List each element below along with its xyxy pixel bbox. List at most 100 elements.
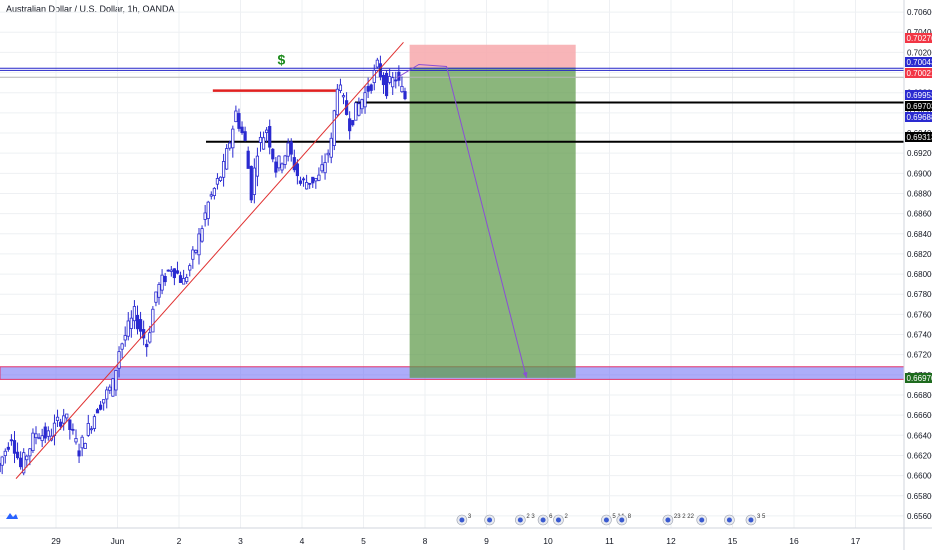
event-flag-icon [619, 517, 625, 523]
trendline [15, 41, 404, 479]
candle-body [403, 91, 407, 100]
candle-body [332, 110, 336, 146]
candle-body [166, 269, 170, 272]
candle-body [323, 162, 327, 174]
x-tick-label: 29 [51, 536, 61, 546]
candle-body [363, 92, 367, 108]
candle-body [169, 269, 173, 272]
candle-body [129, 317, 133, 329]
chart-title: Australian Dollar / U.S. Dollar, 1h, OAN… [6, 4, 175, 14]
candle-body [178, 275, 183, 283]
candle-body [105, 389, 109, 400]
price-label-bg [905, 132, 932, 142]
candle-body [249, 165, 253, 201]
candle-body [252, 167, 256, 195]
x-tick-label: 2 [177, 536, 182, 546]
candle-body [77, 450, 81, 457]
candle-body [388, 76, 392, 83]
candle-body [381, 74, 386, 86]
candle-body [31, 432, 35, 451]
candle-body [74, 438, 78, 443]
event-flag-icon [748, 517, 754, 523]
price-labels: 0.70276 0.70043 0.70021 0.69953 0.69703 0.696… [905, 33, 932, 383]
candle-body [348, 118, 352, 132]
candle-body [305, 182, 309, 190]
candle-body [163, 276, 167, 283]
candle-body [83, 443, 87, 449]
price-label-bg [905, 373, 932, 383]
event-label: 2 3 [526, 514, 535, 520]
tradingview-logo-icon [6, 513, 18, 519]
candle-body [0, 456, 4, 466]
candle-body [394, 79, 398, 82]
event-label: 6 [549, 514, 553, 520]
candle-body [203, 212, 207, 220]
x-tick-label: 11 [605, 536, 614, 546]
candle-body [289, 141, 293, 155]
candle-body [55, 416, 60, 421]
candle-body [384, 72, 389, 97]
candle-body [3, 450, 7, 457]
y-tick-label: 0.65600 [907, 512, 932, 521]
price-label: 0.70043 [907, 58, 932, 67]
candle-body [46, 430, 50, 437]
candle-body [268, 126, 272, 148]
candle-body [43, 426, 47, 439]
candle-body [221, 161, 226, 178]
candle-body [191, 249, 195, 260]
x-tick-label: 8 [423, 536, 428, 546]
candle-body [188, 265, 192, 271]
candle-body [258, 136, 263, 143]
candle-body [117, 351, 121, 369]
candle-body [357, 103, 361, 116]
event-flag-icon [487, 517, 493, 523]
time-axis: 29 Jun 2 3 4 5 8 9 10 11 12 15 16 17 [0, 527, 932, 546]
event-label: 3 5 [757, 514, 766, 520]
candle-body [25, 455, 29, 461]
candle-body [22, 452, 26, 474]
candle-body [271, 148, 275, 160]
x-tick-label: Jun [111, 536, 125, 546]
candle-body [37, 437, 41, 440]
candle-body [366, 86, 370, 92]
price-label-bg [905, 90, 932, 100]
candle-body [98, 404, 103, 410]
candle-body [301, 178, 306, 181]
price-label: 0.66970 [907, 374, 932, 383]
drawing-lines: $x [15, 41, 528, 479]
candle-body [86, 423, 90, 436]
candle-body [225, 148, 229, 170]
price-label: 0.69953 [907, 91, 932, 100]
candle-body [212, 187, 216, 196]
candle-body [283, 155, 287, 165]
x-tick-label: 4 [300, 536, 305, 546]
x-tick-label: 12 [666, 536, 676, 546]
candle-body [360, 99, 364, 110]
short-position-target-zone [409, 67, 576, 378]
candle-body [317, 174, 321, 181]
candle-body [114, 370, 118, 391]
candle-body [40, 435, 44, 441]
candle-body [6, 446, 10, 450]
candle-body [200, 228, 204, 242]
candle-body [228, 142, 232, 149]
candle-body [89, 428, 93, 431]
candle-body [255, 155, 260, 177]
candle-body [19, 457, 23, 468]
x-tick-label: 10 [543, 536, 553, 546]
horizontal-levels [0, 67, 904, 143]
candle-body [135, 314, 140, 330]
candle-body [9, 439, 14, 442]
candle-body [341, 95, 346, 98]
drawing-zones [0, 44, 905, 380]
